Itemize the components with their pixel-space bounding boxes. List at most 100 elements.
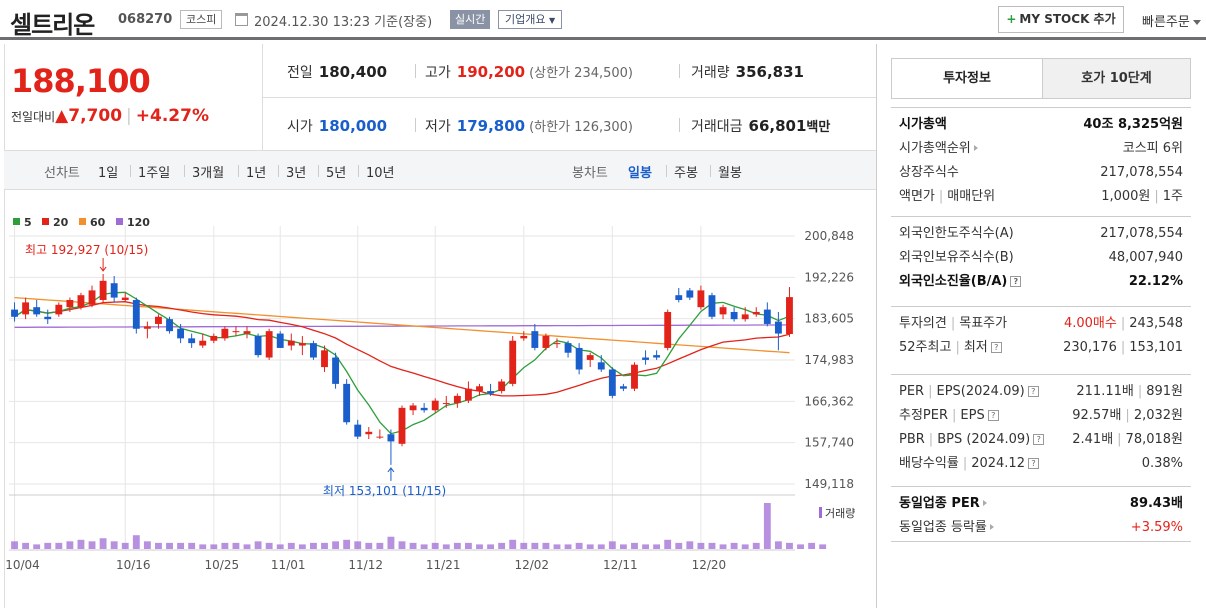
info-key-label[interactable]: 시가총액순위 — [899, 141, 971, 156]
candle-body — [376, 436, 384, 438]
divider: | — [955, 340, 960, 355]
high-label: 고가 — [425, 65, 451, 81]
candlestick-chart-svg[interactable]: 200,848 192,226 183,605 174,983 166,362 157,7… — [5, 190, 877, 608]
legend-label: 120 — [127, 216, 150, 229]
volume-bar — [110, 541, 118, 549]
info-value-text-2: 243,548 — [1129, 316, 1183, 331]
info-key-label-2: EPS(2024.09) — [936, 384, 1025, 399]
tab-order-book[interactable]: 호가 10단계 — [1042, 59, 1190, 98]
volume-bar — [442, 544, 450, 549]
candle-monthly[interactable]: 월봉 — [718, 166, 742, 181]
divider — [318, 165, 319, 177]
realtime-button[interactable]: 실시간 — [450, 10, 491, 29]
info-key-label: 상장주식수 — [899, 165, 959, 180]
info-value-text-2: 1주 — [1162, 189, 1183, 204]
info-value-text: 211.11배 — [1076, 384, 1134, 399]
help-icon[interactable]: ? — [1010, 276, 1022, 287]
help-icon[interactable]: ? — [1027, 458, 1039, 469]
company-overview-dropdown[interactable]: 기업개요 ▼ — [498, 10, 563, 29]
period-5y[interactable]: 5년 — [326, 166, 347, 181]
volume-bar — [819, 544, 827, 549]
divider: | — [1117, 432, 1122, 447]
volume-bar — [708, 542, 716, 549]
info-value-text: 48,007,940 — [1108, 250, 1183, 265]
candle-body — [210, 335, 218, 341]
min-arrow-head — [387, 467, 395, 473]
volume-bar — [520, 542, 528, 549]
info-row: 외국인보유주식수(B) 48,007,940 — [899, 247, 1183, 269]
candle-body — [232, 331, 240, 333]
info-key: 배당수익률 | 2024.12? — [899, 453, 1039, 475]
arrow-right-icon[interactable] — [989, 524, 997, 530]
candle-body — [310, 343, 317, 358]
tab-investment-info[interactable]: 투자정보 — [892, 59, 1042, 98]
volume-bar — [763, 503, 771, 549]
info-value: 4.00매수 | 243,548 — [1064, 313, 1183, 335]
help-icon[interactable]: ? — [987, 410, 999, 421]
x-tick-label: 11/21 — [426, 558, 461, 572]
help-icon[interactable]: ? — [1033, 434, 1045, 445]
trade-value: 66,801 — [748, 117, 807, 135]
arrow-right-icon[interactable] — [973, 145, 981, 151]
candle-body — [99, 280, 107, 300]
price-chart[interactable]: 200,848 192,226 183,605 174,983 166,362 157,7… — [4, 190, 876, 608]
candle-body — [453, 395, 461, 404]
arrow-right-icon[interactable] — [982, 500, 990, 506]
info-value-text: 1,000원 — [1101, 189, 1151, 204]
info-key-label-2: EPS — [960, 408, 985, 423]
candle-body — [741, 314, 749, 320]
candle-body — [110, 283, 118, 298]
volume-bar — [653, 544, 661, 549]
divider: | — [1154, 189, 1159, 204]
add-mystock-button[interactable]: + MY STOCK 추가 — [998, 6, 1124, 33]
info-value-text: 4.00매수 — [1063, 316, 1117, 331]
period-1w[interactable]: 1주일 — [138, 166, 171, 181]
quick-order-dropdown[interactable]: 빠른주문 — [1142, 11, 1201, 30]
stock-header: 셀트리온 068270 코스피 2024.12.30 13:23 기준(장중) … — [0, 0, 1206, 40]
divider — [415, 64, 416, 78]
volume-bar — [210, 544, 218, 549]
volume-bar — [310, 542, 317, 549]
period-3m[interactable]: 3개월 — [192, 166, 225, 181]
candle-body — [675, 295, 683, 300]
candle-body — [11, 309, 18, 317]
info-row: 액면가 | 매매단위 1,000원 | 1주 — [899, 186, 1183, 208]
info-value-text: 0.38% — [1141, 456, 1183, 471]
candle-weekly[interactable]: 주봉 — [674, 166, 698, 181]
divider: | — [938, 189, 944, 204]
info-key: 외국인소진율(B/A)? — [899, 271, 1022, 293]
period-3y[interactable]: 3년 — [286, 166, 307, 181]
candle-body — [786, 297, 793, 335]
candle-body — [586, 355, 594, 360]
candle-body — [88, 290, 96, 305]
info-value: 89.43배 — [1130, 493, 1183, 515]
candle-body — [166, 319, 173, 332]
low-cell: 저가 179,800 (하한가 126,300) — [425, 116, 633, 136]
candle-body — [365, 431, 373, 435]
candle-body — [431, 400, 439, 411]
legend-swatch — [79, 218, 86, 225]
candle-body — [420, 407, 428, 411]
info-key-label[interactable]: 동일업종 등락률 — [899, 520, 987, 535]
help-icon[interactable]: ? — [1027, 386, 1039, 397]
info-value-text: +3.59% — [1130, 520, 1183, 535]
chart-toolbar: 선차트 1일 1주일 3개월 1년 3년 5년 10년 봉차트 일봉 주봉 월봉 — [4, 150, 876, 190]
candle-body — [409, 405, 417, 411]
info-section-s4: PER | EPS(2024.09)? 211.11배 | 891원 추정PER | EPS? 9… — [891, 374, 1191, 480]
x-tick-label: 10/16 — [116, 558, 151, 572]
divider — [679, 118, 680, 132]
candle-daily[interactable]: 일봉 — [628, 166, 652, 181]
info-key: 시가총액 — [899, 114, 947, 136]
period-1d[interactable]: 1일 — [98, 166, 119, 181]
divider — [358, 165, 359, 177]
info-value-text-2: 78,018원 — [1125, 432, 1183, 447]
divider — [679, 64, 680, 78]
period-10y[interactable]: 10년 — [366, 166, 395, 181]
summary-row-1: 전일 180,400 고가 190,200 (상한가 234,500) 거래량 356,… — [263, 44, 877, 97]
period-1y[interactable]: 1년 — [246, 166, 267, 181]
info-key: 동일업종 PER — [899, 493, 990, 515]
volume-bar — [387, 536, 395, 549]
info-key-label[interactable]: 동일업종 PER — [899, 496, 980, 511]
help-icon[interactable]: ? — [990, 342, 1002, 353]
info-row: 52주최고 | 최저? 230,176 | 153,101 — [899, 337, 1183, 359]
